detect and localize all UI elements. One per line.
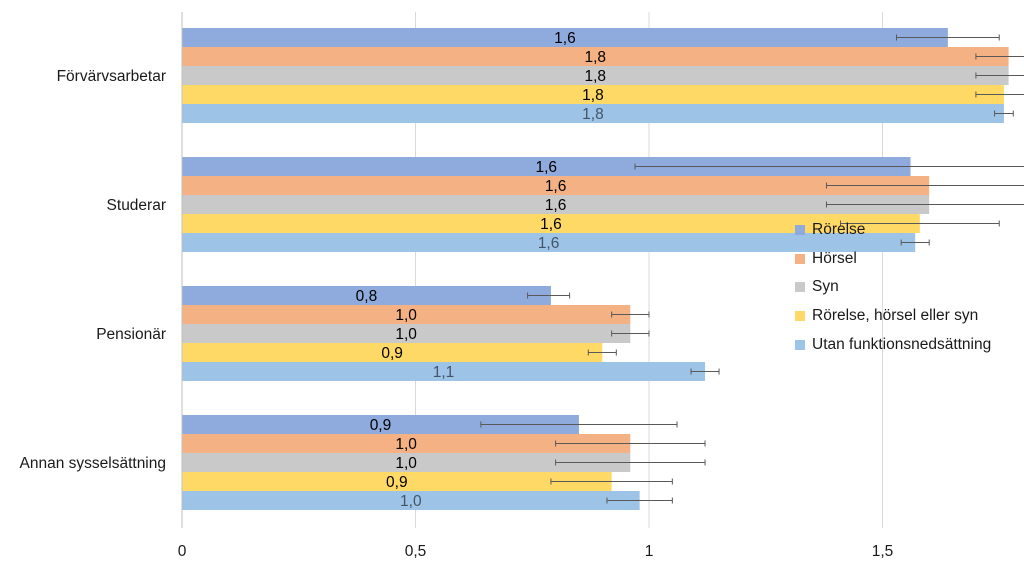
x-tick-label: 1,5: [872, 543, 894, 560]
legend-item-combined: Rörelse, hörsel eller syn: [795, 302, 991, 331]
bar-5-4: [182, 491, 640, 510]
legend-item-syn: Syn: [795, 273, 991, 302]
legend-item-horsel: Hörsel: [795, 245, 991, 274]
legend-label-without: Utan funktionsnedsättning: [812, 335, 992, 353]
data-label: 1,0: [400, 493, 422, 510]
legend-label-horsel: Hörsel: [812, 249, 857, 267]
legend-label-rorelse: Rörelse: [812, 221, 866, 239]
category-label: Annan sysselsättning: [20, 455, 166, 472]
bar-3-3: [182, 324, 631, 343]
bar-2-3: [182, 305, 631, 324]
bar-1-1: [182, 28, 948, 47]
category-label: Studerar: [107, 197, 166, 214]
x-tick-label: 0,5: [405, 543, 427, 560]
bar-4-4: [182, 472, 612, 491]
data-label: 1,6: [545, 197, 567, 214]
category-label: Pensionär: [96, 326, 166, 343]
legend-swatch-without: [795, 339, 805, 350]
legend-swatch-syn: [795, 282, 805, 293]
data-label: 1,8: [585, 49, 607, 66]
x-tick-label: 0: [178, 543, 187, 560]
data-label: 0,9: [386, 474, 408, 491]
data-label: 1,0: [395, 436, 417, 453]
bar-5-2: [182, 233, 916, 252]
x-tick-label: 1: [645, 543, 654, 560]
data-label: 1,8: [585, 68, 607, 85]
bar-1-3: [182, 286, 551, 305]
legend-item-without: Utan funktionsnedsättning: [795, 330, 991, 359]
data-label: 1,0: [395, 307, 417, 324]
bar-2-4: [182, 434, 631, 453]
data-label: 0,8: [356, 288, 378, 305]
bar-4-1: [182, 85, 1004, 104]
bar-4-2: [182, 214, 920, 233]
legend-label-combined: Rörelse, hörsel eller syn: [812, 307, 979, 325]
legend-swatch-combined: [795, 311, 805, 322]
data-label: 1,0: [395, 326, 417, 343]
legend-swatch-horsel: [795, 253, 805, 264]
bar-1-2: [182, 157, 911, 176]
data-label: 1,6: [538, 235, 560, 252]
data-label: 1,6: [540, 216, 562, 233]
bar-4-3: [182, 343, 603, 362]
bar-2-2: [182, 176, 930, 195]
bar-2-1: [182, 47, 1009, 66]
data-label: 1,8: [582, 87, 604, 104]
bar-3-2: [182, 195, 930, 214]
data-label: 1,6: [554, 30, 576, 47]
data-label: 1,1: [433, 364, 455, 381]
data-label: 1,8: [582, 106, 604, 123]
bar-3-1: [182, 66, 1009, 85]
data-label: 1,6: [545, 178, 567, 195]
bar-1-4: [182, 415, 579, 434]
data-label: 0,9: [381, 345, 403, 362]
legend-swatch-rorelse: [795, 225, 805, 236]
data-label: 0,9: [370, 417, 392, 434]
legend-item-rorelse: Rörelse: [795, 216, 991, 245]
category-label: Förvärvsarbetar: [57, 68, 166, 85]
data-label: 1,6: [535, 159, 557, 176]
data-label: 1,0: [395, 455, 417, 472]
legend: Rörelse Hörsel Syn Rörelse, hörsel eller…: [795, 216, 991, 359]
legend-label-syn: Syn: [812, 278, 839, 296]
bar-5-1: [182, 104, 1004, 123]
bar-5-3: [182, 362, 706, 381]
bar-3-4: [182, 453, 631, 472]
